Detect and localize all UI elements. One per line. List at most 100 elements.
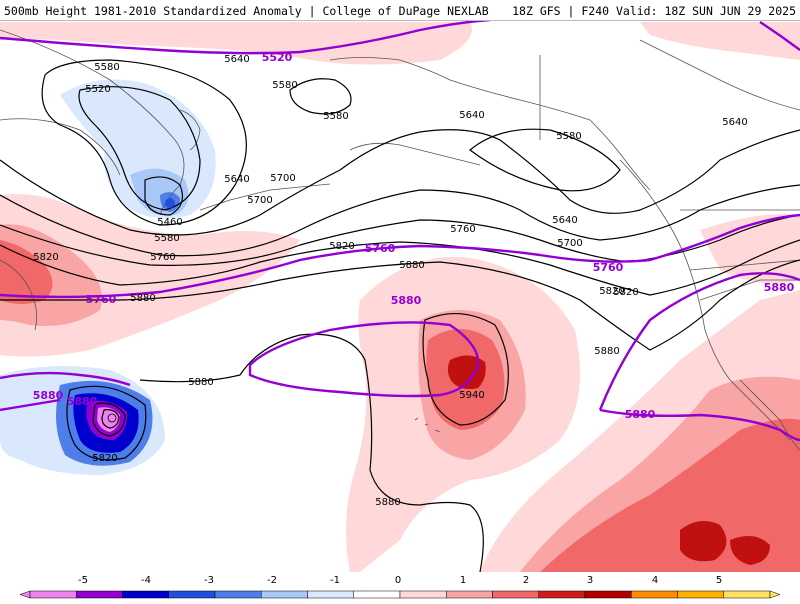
legend-swatch — [122, 590, 169, 599]
legend-swatch — [492, 590, 539, 599]
legend-tick: 5 — [716, 575, 722, 586]
contour-5640 — [0, 129, 800, 236]
contour-label: 5760 — [450, 224, 475, 235]
model-valid-time: 18Z GFS | F240 Valid: 18Z SUN JUN 29 202… — [512, 4, 796, 18]
anomaly-positive-west-core — [0, 240, 53, 304]
legend-swatch — [168, 590, 216, 599]
clim-5520-right — [759, 20, 800, 51]
anomaly-positive-southeast-core2 — [730, 536, 770, 565]
legend-swatch — [29, 590, 77, 599]
contour-5880-south — [139, 333, 484, 572]
contour-5880 — [0, 259, 800, 351]
legend-arrow-high — [769, 590, 781, 599]
legend-tick: 4 — [652, 575, 658, 586]
climatology-contour-labels: 5520 5760 5760 5760 5880 5880 5880 5880 … — [33, 51, 795, 421]
contour-label: 5820 — [599, 286, 624, 297]
contour-label: 5580 — [272, 80, 297, 91]
clim-label: 5760 — [86, 293, 117, 306]
contour-label: 5820 — [33, 252, 58, 263]
contour-5460 — [144, 176, 183, 216]
legend-swatch — [631, 590, 678, 599]
contour-label: 5460 — [157, 217, 182, 228]
contour-tropical-inner1 — [92, 402, 126, 437]
legend-ticks: -5 -4 -3 -2 -1 0 1 2 3 4 5 — [78, 575, 722, 586]
legend-tick: 0 — [395, 575, 401, 586]
contour-label: 5580 — [154, 233, 179, 244]
anomaly-positive-central-core — [447, 355, 486, 390]
contour-label: 5580 — [323, 111, 348, 122]
contour-5580-north — [41, 59, 247, 226]
contour-label: 5580 — [556, 131, 581, 142]
legend-swatch — [723, 590, 771, 599]
contour-5820-tropical — [66, 385, 147, 461]
clim-label: 5880 — [764, 281, 795, 294]
contour-label: 5640 — [459, 110, 484, 121]
legend-swatch — [446, 590, 493, 599]
legend-swatches — [19, 590, 781, 599]
anomaly-positive-northeast — [640, 22, 800, 60]
contour-label: 5880 — [399, 260, 424, 271]
legend-tick: 2 — [523, 575, 529, 586]
legend-arrow-low — [19, 590, 31, 599]
contour-5940 — [422, 312, 509, 426]
contour-label: 5700 — [557, 238, 582, 249]
legend-swatch — [76, 590, 123, 599]
anomaly-shading — [0, 22, 800, 572]
clim-label: 5760 — [365, 242, 396, 255]
clim-label: 5520 — [262, 51, 293, 64]
legend-tick: -2 — [267, 575, 277, 586]
legend-swatch — [677, 590, 724, 599]
clim-label: 5760 — [593, 261, 624, 274]
contour-5580-alaska — [289, 78, 352, 115]
low-center-north — [165, 198, 175, 208]
anomaly-positive-top — [0, 22, 472, 65]
height-contour-labels: 5580 5520 5460 5580 5640 5700 5760 5580 … — [33, 54, 747, 508]
map-header: 500mb Height 1981-2010 Standardized Anom… — [0, 0, 800, 21]
legend-swatch — [307, 590, 354, 599]
contour-tropical-inner2 — [101, 409, 120, 429]
climatology-contours — [0, 20, 800, 442]
legend-tick: -3 — [204, 575, 214, 586]
contour-label: 5640 — [552, 215, 577, 226]
clim-label: 5880 — [391, 294, 422, 307]
legend-tick: -4 — [141, 575, 151, 586]
legend-tick: -5 — [78, 575, 88, 586]
anomaly-map: 5580 5520 5460 5580 5640 5700 5760 5580 … — [0, 20, 800, 572]
clim-label: 5880 — [625, 408, 656, 421]
legend-tick: 1 — [460, 575, 466, 586]
contour-label: 5700 — [270, 173, 295, 184]
contour-label: 5700 — [247, 195, 272, 206]
contour-label: 5520 — [85, 84, 110, 95]
clim-5760 — [0, 213, 800, 299]
clim-label: 5880 — [33, 389, 64, 402]
contour-label: 5880 — [594, 346, 619, 357]
color-scale-legend: -5 -4 -3 -2 -1 0 1 2 3 4 5 — [0, 572, 800, 600]
storm-markers — [107, 198, 175, 423]
legend-swatch — [261, 590, 308, 599]
clim-5880-east — [598, 272, 800, 411]
contour-label: 5760 — [150, 252, 175, 263]
contour-label: 5880 — [188, 377, 213, 388]
contour-5700 — [0, 184, 800, 257]
contour-label: 5880 — [130, 293, 155, 304]
contour-label: 5880 — [375, 497, 400, 508]
clim-5520 — [0, 20, 491, 55]
legend-tick: 3 — [587, 575, 593, 586]
anomaly-positive-southeast-strong — [540, 418, 800, 572]
anomaly-positive-east — [700, 214, 800, 284]
contour-label: 5640 — [722, 117, 747, 128]
contour-label: 5640 — [224, 174, 249, 185]
legend-swatch — [538, 590, 586, 599]
contour-5820 — [0, 239, 800, 296]
contour-label: 5820 — [613, 287, 638, 298]
clim-5880 — [248, 321, 480, 398]
contour-label: 5640 — [224, 54, 249, 65]
legend-swatch — [214, 590, 262, 599]
contour-5580-east — [469, 128, 621, 192]
clim-label: 5880 — [67, 395, 98, 408]
contour-label: 5580 — [94, 62, 119, 73]
contour-label: 5940 — [459, 390, 484, 401]
legend-swatch — [399, 590, 447, 599]
map-title: 500mb Height 1981-2010 Standardized Anom… — [4, 4, 489, 18]
